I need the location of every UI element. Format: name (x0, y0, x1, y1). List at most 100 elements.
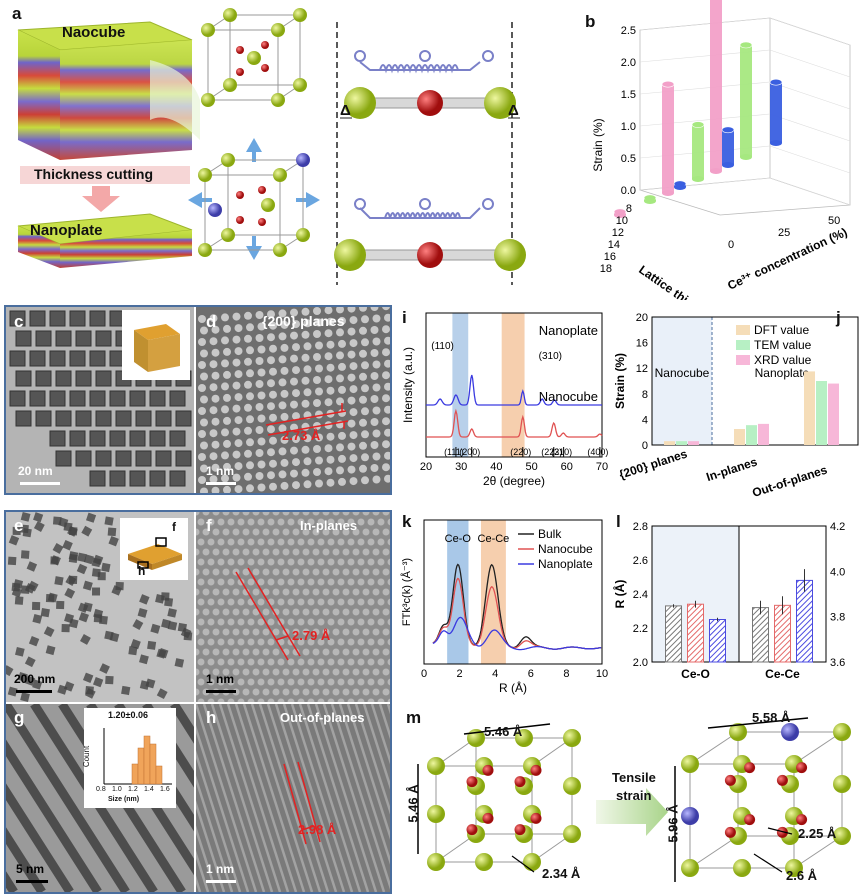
lattice-dot (257, 658, 265, 666)
lattice-dot (252, 588, 260, 596)
lattice-dot (267, 425, 275, 434)
lattice-dot (262, 688, 270, 696)
lattice-dot (269, 482, 277, 491)
nanocube-particle (15, 410, 32, 427)
nanocube-particle (69, 310, 86, 327)
lattice-dot (361, 338, 369, 347)
scale-label-h: 1 nm (206, 862, 235, 876)
lattice-dot (322, 548, 330, 556)
ce-atom (833, 827, 851, 845)
lattice-dot (207, 698, 215, 702)
b-xtick: 12 (612, 227, 624, 239)
lattice-dot (322, 512, 330, 516)
lattice-dot (312, 568, 320, 576)
nanoplate-particle (79, 634, 91, 645)
nanocube-particle (29, 350, 46, 367)
l-bar (796, 579, 813, 663)
j-bar (804, 371, 815, 445)
lattice-dot (387, 658, 390, 666)
lattice-dot (237, 558, 245, 566)
lattice-fringe (354, 704, 390, 815)
lattice-dot (367, 598, 375, 606)
lattice-dot (252, 688, 260, 696)
nanocube-particle (129, 430, 146, 447)
lattice-dot (257, 578, 265, 586)
b-zlabel: Strain (%) (591, 118, 605, 171)
b-bar-top (691, 121, 705, 128)
lattice-dot (326, 478, 335, 487)
lattice-dot (338, 477, 346, 486)
lattice-dot (217, 578, 225, 586)
lattice-dot (197, 678, 205, 686)
nanoplate-particle (167, 621, 178, 631)
lattice-dot (246, 323, 254, 332)
lattice-dot (227, 598, 235, 606)
lattice-dot (211, 417, 220, 426)
lattice-dot (282, 548, 290, 556)
lattice-dot (347, 396, 356, 405)
lattice-dot (302, 688, 310, 696)
nanocube-particle (75, 410, 92, 427)
lattice-dot (232, 668, 240, 676)
b-ztick: 0.0 (621, 185, 636, 197)
nanocube-particle (15, 330, 32, 347)
k-region-label: Ce-O (445, 533, 472, 545)
lattice-dot (209, 337, 218, 346)
lattice-dot (252, 548, 260, 556)
lattice-dot (232, 512, 240, 516)
lattice-fringe (370, 704, 390, 765)
o-atom (744, 814, 756, 826)
lattice-dot (384, 336, 390, 345)
ce-atom (523, 853, 541, 871)
lattice-dot (217, 638, 225, 646)
lattice-dot (227, 558, 235, 566)
lattice-dot (197, 618, 205, 626)
lattice-dot (267, 333, 275, 342)
panel-letter-g: g (14, 708, 25, 727)
lattice-dot (197, 518, 205, 526)
lattice-dot (267, 402, 275, 411)
nanoplate-particle (161, 592, 170, 601)
lattice-dot (382, 688, 390, 696)
cell-edge (689, 835, 739, 869)
lattice-dot (357, 538, 365, 546)
o-atom (796, 762, 808, 774)
lattice-dot (324, 352, 333, 361)
lattice-dot (303, 457, 312, 466)
lattice-dot (326, 432, 335, 441)
lattice-dot (301, 445, 310, 454)
lattice-dot (237, 658, 245, 666)
lattice-dot (221, 428, 229, 437)
lattice-dot (269, 344, 277, 353)
lattice-dot (377, 598, 385, 606)
lattice-stripe (6, 827, 46, 892)
nanocube-particle (129, 470, 146, 487)
lattice-dot (223, 324, 231, 333)
lattice-dot (247, 618, 255, 626)
lattice-dot (342, 512, 350, 516)
lattice-dot (332, 548, 340, 556)
nanoplate-particle (92, 587, 101, 596)
lattice-dot (302, 608, 310, 616)
panel-letter-e: e (14, 516, 24, 535)
lattice-fringe (250, 704, 314, 892)
lattice-dot (377, 658, 385, 666)
lattice-dot (242, 548, 250, 556)
k-xtick: 6 (528, 668, 534, 680)
lattice-dot (327, 578, 335, 586)
lattice-dot (362, 648, 370, 656)
lattice-dot (372, 383, 381, 392)
i-band-200 (452, 313, 469, 457)
lattice-dot (315, 456, 323, 465)
lattice-dot (232, 528, 240, 536)
i-ref-label: (310) (551, 447, 572, 457)
lattice-dot (282, 608, 290, 616)
lattice-fringe (196, 704, 258, 892)
lattice-dot (282, 588, 290, 596)
lattice-fringe (274, 704, 338, 892)
nanoplate-particle (28, 636, 40, 647)
nanoplate-particle (56, 600, 65, 610)
nanocube-particle (109, 390, 126, 407)
lattice-dot (247, 518, 255, 526)
b-bar-base (662, 190, 674, 196)
